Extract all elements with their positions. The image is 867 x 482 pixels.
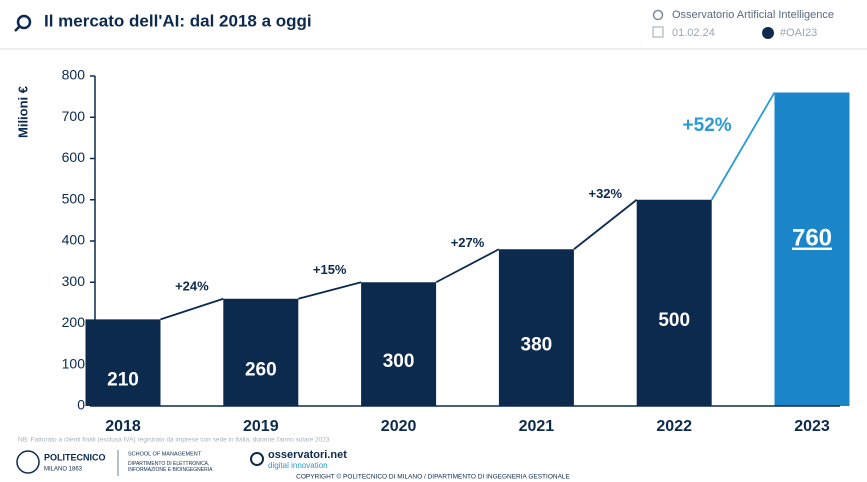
- x-tick-label: 2018: [105, 418, 141, 435]
- bar: [223, 298, 299, 406]
- growth-label: +15%: [313, 262, 347, 277]
- value-label: 500: [658, 310, 690, 331]
- y-tick-label: 800: [62, 67, 86, 83]
- plot: 0 100 200 300 400 500 600 700 800 2018 210 2019 260 2…: [62, 67, 850, 435]
- y-tick-label: 400: [62, 232, 86, 248]
- y-tick-label: 0: [77, 397, 85, 413]
- bar: [498, 249, 574, 406]
- value-label: 260: [245, 359, 277, 380]
- growth-label: +52%: [683, 115, 732, 136]
- bar: [85, 319, 161, 406]
- brand-logo: [250, 452, 264, 466]
- y-tick-label: 700: [62, 108, 86, 124]
- value-label: 210: [107, 370, 139, 391]
- footnote: NB: Fatturato a clienti finali (esclusa …: [18, 437, 330, 444]
- y-tick-label: 600: [62, 149, 86, 165]
- hashtag: #OAI23: [780, 27, 817, 39]
- date: 01.02.24: [672, 27, 715, 39]
- growth-connector: [573, 199, 638, 250]
- y-axis-label: Milioni €: [15, 86, 30, 138]
- x-tick-label: 2022: [656, 418, 692, 435]
- y-tick-label: 300: [62, 273, 86, 289]
- growth-connector: [435, 248, 500, 284]
- bar: [636, 199, 712, 406]
- date-icon: [652, 26, 664, 38]
- growth-connector: [710, 92, 776, 201]
- x-tick-label: 2021: [519, 418, 555, 435]
- value-label: 300: [383, 351, 415, 372]
- growth-label: +27%: [451, 235, 485, 250]
- university-sub: MILANO 1863: [44, 467, 83, 473]
- brand: osservatori.net: [268, 449, 347, 461]
- school: SCHOOL OF MANAGEMENT: [128, 451, 202, 457]
- x-tick-label: 2020: [381, 418, 417, 435]
- department: DIPARTIMENTO DI ELETTRONICA, INFORMAZION…: [128, 461, 213, 473]
- growth-connector: [160, 297, 224, 321]
- source: Osservatorio Artificial Intelligence: [672, 9, 834, 21]
- y-tick-label: 200: [62, 314, 86, 330]
- bar: [774, 92, 850, 406]
- y-tick-label: 500: [62, 190, 86, 206]
- x-tick-label: 2019: [243, 418, 279, 435]
- page-title: Il mercato dell'AI: dal 2018 a oggi: [44, 11, 312, 30]
- y-tick-label: 100: [62, 355, 86, 371]
- growth-label: +32%: [588, 186, 622, 201]
- title-icon: [14, 26, 20, 32]
- brand-sub: digital innovation: [268, 461, 328, 470]
- title-icon: [16, 14, 32, 30]
- value-label: 760: [792, 225, 832, 252]
- department-box: DIPARTIMENTO DI ELETTRONICA, INFORMAZION…: [128, 461, 213, 473]
- value-label: 380: [521, 335, 553, 356]
- growth-connector: [298, 281, 362, 300]
- source-icon: [652, 9, 664, 21]
- bar: [361, 282, 437, 406]
- university-logo: [16, 450, 40, 474]
- university: POLITECNICO: [44, 452, 106, 462]
- x-icon: [762, 27, 774, 39]
- growth-label: +24%: [175, 279, 209, 294]
- x-tick-label: 2023: [794, 418, 830, 435]
- copyright: COPYRIGHT © POLITECNICO DI MILANO / DIPA…: [296, 473, 570, 481]
